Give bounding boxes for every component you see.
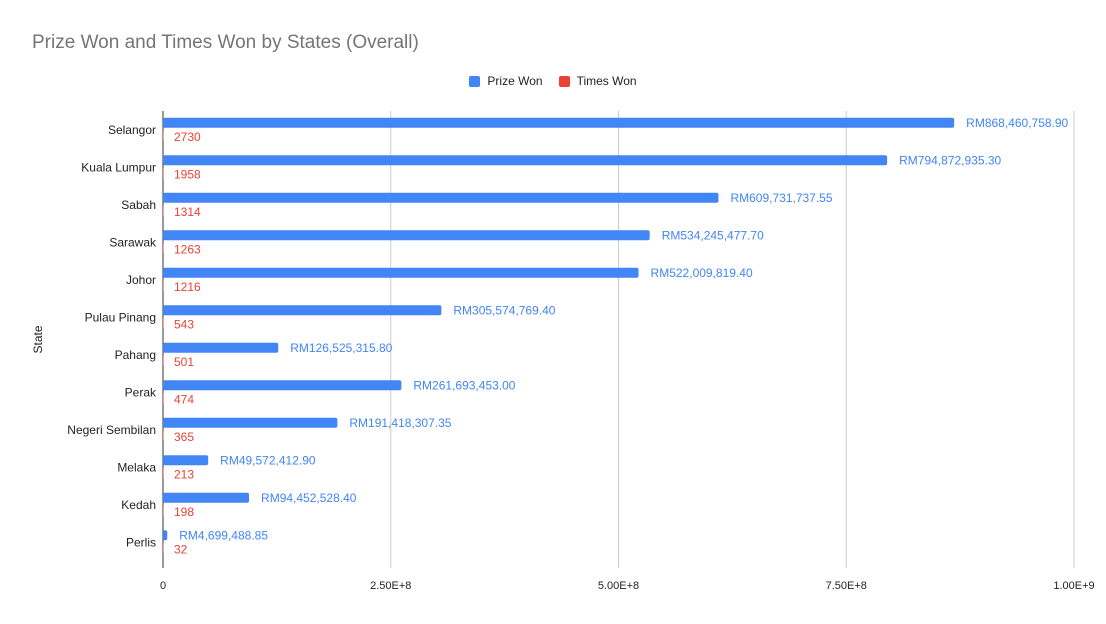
- category-label: Perak: [125, 385, 157, 399]
- bar-times-won: [163, 130, 164, 141]
- bar-prize-won: [163, 342, 279, 353]
- bar-times-won: [163, 243, 164, 254]
- bar-prize-won: [163, 230, 650, 241]
- bar-prize-won: [163, 417, 338, 428]
- bar-prize-won: [163, 455, 209, 466]
- bar-times-won: [163, 430, 164, 441]
- bar-prize-won: [163, 492, 250, 503]
- data-label-times-won: 2730: [174, 130, 201, 144]
- x-tick-label: 2.50E+8: [370, 580, 411, 592]
- bar-prize-won: [163, 117, 955, 128]
- data-label-times-won: 1958: [174, 167, 201, 181]
- legend-swatch-times-won: [558, 75, 570, 87]
- data-label-times-won: 365: [174, 430, 194, 444]
- category-label: Johor: [126, 273, 156, 287]
- data-label-prize-won: RM191,418,307.35: [349, 416, 451, 430]
- bar-times-won: [163, 205, 164, 216]
- data-label-prize-won: RM609,731,737.55: [730, 191, 832, 205]
- bar-times-won: [163, 543, 164, 554]
- category-label: Selangor: [108, 123, 156, 137]
- bar-prize-won: [163, 155, 888, 166]
- category-label: Kedah: [121, 498, 156, 512]
- bar-prize-won: [163, 192, 719, 203]
- data-label-prize-won: RM49,572,412.90: [220, 453, 316, 467]
- bar-prize-won: [163, 530, 168, 541]
- category-label: Kuala Lumpur: [81, 160, 156, 174]
- category-label: Melaka: [117, 460, 156, 474]
- legend-swatch-prize-won: [469, 75, 481, 87]
- bar-times-won: [163, 168, 164, 179]
- category-label: Sarawak: [109, 235, 157, 249]
- x-tick-label: 7.50E+8: [826, 580, 867, 592]
- bar-times-won: [163, 280, 164, 291]
- data-label-times-won: 198: [174, 505, 194, 519]
- data-label-prize-won: RM126,525,315.80: [290, 341, 392, 355]
- data-label-prize-won: RM305,574,769.40: [453, 303, 555, 317]
- data-label-times-won: 501: [174, 355, 194, 369]
- bar-times-won: [163, 393, 164, 404]
- category-label: Sabah: [121, 198, 156, 212]
- data-label-times-won: 1263: [174, 242, 201, 256]
- data-label-prize-won: RM868,460,758.90: [966, 116, 1068, 130]
- bar-times-won: [163, 355, 164, 366]
- data-label-prize-won: RM261,693,453.00: [413, 378, 515, 392]
- bar-prize-won: [163, 380, 402, 391]
- x-tick-label: 0: [160, 580, 166, 592]
- y-axis-title: State: [31, 325, 45, 353]
- bar-times-won: [163, 505, 164, 516]
- data-label-times-won: 474: [174, 392, 194, 406]
- bar-prize-won: [163, 267, 639, 278]
- legend-item-times-won[interactable]: Times Won: [558, 74, 637, 88]
- data-label-times-won: 32: [174, 542, 188, 556]
- bar-prize-won: [163, 305, 442, 316]
- legend-item-prize-won[interactable]: Prize Won: [469, 74, 543, 88]
- chart-legend: Prize Won Times Won: [0, 74, 1106, 88]
- data-label-prize-won: RM4,699,488.85: [179, 528, 268, 542]
- category-label: Pahang: [115, 348, 156, 362]
- data-label-prize-won: RM794,872,935.30: [899, 153, 1001, 167]
- legend-label-times-won: Times Won: [576, 74, 637, 88]
- category-label: Negeri Sembilan: [67, 423, 156, 437]
- data-label-prize-won: RM534,245,477.70: [662, 228, 764, 242]
- category-label: Pulau Pinang: [85, 310, 156, 324]
- data-label-times-won: 543: [174, 317, 194, 331]
- bar-times-won: [163, 318, 164, 329]
- data-label-times-won: 1216: [174, 280, 201, 294]
- category-label: Perlis: [126, 535, 156, 549]
- data-label-prize-won: RM522,009,819.40: [651, 266, 753, 280]
- data-label-times-won: 213: [174, 467, 194, 481]
- x-tick-label: 1.00E+9: [1053, 580, 1094, 592]
- data-label-times-won: 1314: [174, 205, 201, 219]
- legend-label-prize-won: Prize Won: [487, 74, 543, 88]
- chart-title: Prize Won and Times Won by States (Overa…: [32, 32, 419, 53]
- x-tick-label: 5.00E+8: [598, 580, 639, 592]
- data-label-prize-won: RM94,452,528.40: [261, 491, 357, 505]
- bar-times-won: [163, 468, 164, 479]
